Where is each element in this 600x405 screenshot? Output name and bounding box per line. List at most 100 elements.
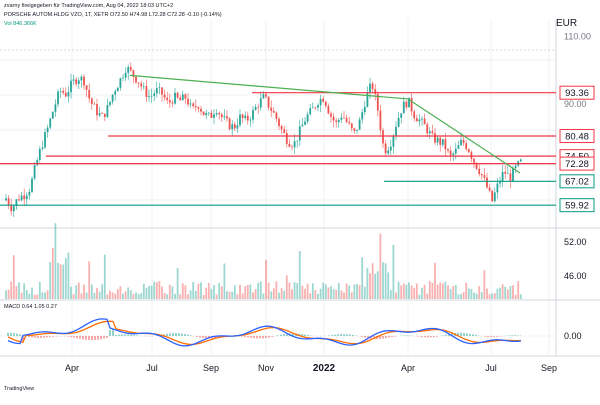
macd-histogram-bar [178,333,180,336]
candle-up [174,93,176,104]
volume-bars [5,223,522,299]
candle-down [491,191,493,201]
volume-bar [169,285,171,299]
macd-histogram-bar [106,336,108,338]
volume-bar [229,292,231,299]
symbol-ohlc-line: PORSCHE AUTOM.HLDG VZO, 1T, XETR O72.50 … [4,12,222,18]
volume-bar [354,284,356,299]
candle-up [403,102,405,114]
volume-bar [385,263,387,299]
volume-bar [270,291,272,299]
volume-bar [86,292,88,299]
volume-bar [421,288,423,299]
candle-down [75,80,77,84]
macd-histogram-bar [7,333,9,336]
candle-up [460,140,462,145]
volume-bar [325,284,327,299]
volume-bar [237,294,239,299]
volume-bar [143,284,145,299]
macd-histogram-bar [361,336,363,337]
x-tick-label: Sep [203,363,219,373]
volume-bar [146,288,148,299]
macd-histogram-bar [202,336,204,338]
candle-down [91,98,93,104]
macd-histogram-bar [388,336,390,338]
volume-bar [156,282,158,299]
candle-down [286,133,288,144]
volume-bar [447,285,449,299]
candle-up [250,120,252,121]
macd-histogram-bar [16,334,18,336]
macd-histogram-bar [304,335,306,336]
macd-histogram-bar [340,334,342,336]
volume-bar [338,283,340,299]
macd-histogram-bar [331,335,333,336]
volume-bar [312,283,314,299]
candle-down [348,122,350,124]
macd-histogram-bar [490,336,492,337]
volume-bar [307,284,309,299]
volume-bar [507,289,509,299]
volume-bar [36,295,38,299]
candle-up [304,122,306,125]
volume-bar [484,270,486,299]
volume-bar [356,284,358,299]
macd-histogram-bar [466,333,468,336]
macd-histogram-bar [187,335,189,336]
volume-bar [489,294,491,299]
volume-bar [164,293,166,299]
volume-bar [437,285,439,299]
candle-up [57,92,59,105]
volume-bar [190,290,192,299]
volume-bar [114,294,116,299]
volume-bar [138,294,140,299]
volume-bar [309,293,311,299]
candle-down [478,169,480,174]
macd-histogram-bar [250,336,252,338]
candle-down [489,188,491,191]
volume-bar [411,286,413,299]
volume-bar [413,288,415,299]
macd-histogram-bar [127,334,129,336]
candle-down [265,94,267,96]
volume-bar [49,262,51,299]
macd-histogram-bar [70,336,72,337]
macd-histogram-bar [184,334,186,336]
candle-down [424,119,426,125]
macd-histogram-bar [334,335,336,336]
candle-up [395,127,397,136]
macd-histogram-bar [487,336,489,337]
price-tick-label: 90.00 [564,99,587,109]
macd-histogram-bar [427,336,429,337]
candle-down [257,107,259,108]
candle-down [322,99,324,102]
volume-bar [29,294,31,299]
candle-up [122,78,124,79]
candle-down [335,121,337,123]
candle-down [273,111,275,113]
candle-up [302,125,304,127]
candle-down [96,104,98,115]
candle-down [135,77,137,83]
volume-bar [57,263,59,299]
macd-histogram-bar [124,334,126,336]
macd-line [8,319,521,346]
candle-up [421,119,423,120]
candle-down [161,88,163,95]
candle-down [473,159,475,163]
volume-bar [208,283,210,299]
volume-bar [359,285,361,299]
volume-bar [351,292,353,299]
candle-up [224,116,226,117]
x-tick-label: Nov [258,363,275,373]
volume-bar [47,290,49,299]
volume-bar [18,282,20,299]
volume-bar [478,286,480,299]
volume-bar [16,286,18,299]
volume-bar [133,294,135,299]
macd-histogram-bar [253,336,255,338]
volume-bar [81,293,83,299]
volume-bar [439,282,441,299]
